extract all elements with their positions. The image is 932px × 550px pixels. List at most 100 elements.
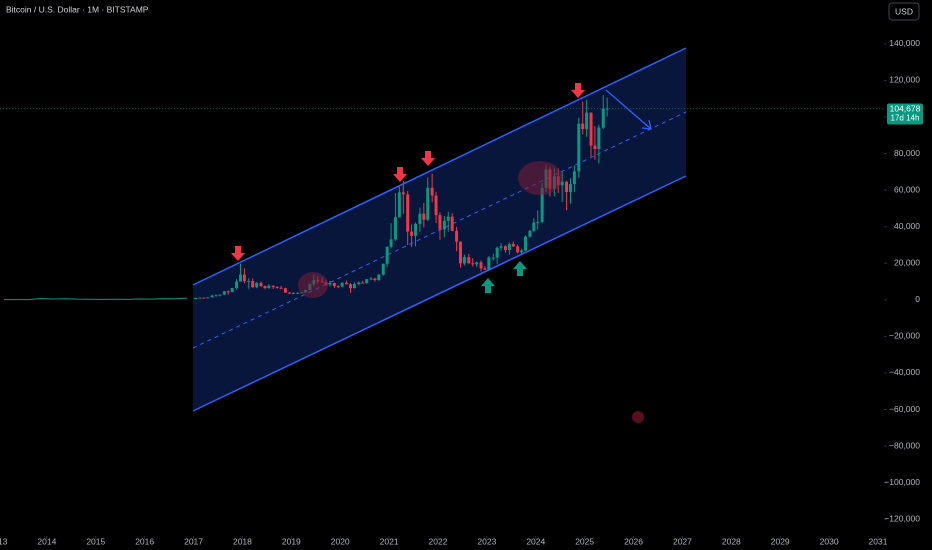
chart-title: Bitcoin / U.S. Dollar · 1M · BITSTAMP [6,4,149,14]
candle-body [287,292,291,294]
candle-body [340,282,344,287]
candle-body [410,231,414,236]
x-tick-label: 2025 [575,536,594,546]
candle-body [536,221,540,223]
candle-body [202,297,206,299]
currency-label[interactable]: USD [895,6,913,16]
candle-body [568,184,572,192]
candle-body [198,297,202,299]
x-tick-label: 2030 [820,536,839,546]
candle-body [291,293,295,295]
candle-body [389,239,393,247]
candle-body [365,279,369,284]
candle-body [442,220,446,230]
candle-body [418,213,422,224]
y-tick-label: −60,000 [889,404,920,414]
candle-body [401,192,405,195]
y-tick-label: −20,000 [889,331,920,341]
x-tick-label: 2014 [37,536,56,546]
x-tick-label: 2013 [0,536,8,546]
candle-body [565,181,569,192]
currency-button[interactable] [888,2,920,21]
candle-body [458,241,462,264]
candle-body [222,291,226,295]
candle-body [503,246,507,251]
candle-body [540,187,544,222]
candle-body [581,123,585,130]
candle-body [275,287,279,289]
candle-body [528,230,532,237]
candle-body [230,288,234,292]
candle-body [487,257,491,270]
candle-body [577,123,581,172]
candle-body [455,230,459,242]
candle-body [560,181,564,186]
x-tick-label: 2020 [331,536,350,546]
candle-body [475,262,479,265]
candle-body [283,288,287,293]
candle-body [263,286,267,289]
candle-body [251,280,255,288]
up-arrow [481,278,495,293]
x-tick-label: 2029 [771,536,790,546]
marker-dot [632,411,644,423]
candle-body [499,246,503,248]
x-tick-label: 2019 [282,536,301,546]
candle-body [467,257,471,264]
candle-body [532,222,536,231]
candle-body [332,283,336,287]
candle-body [377,274,381,281]
y-tick-label: 120,000 [889,75,920,85]
candle-body [393,217,397,240]
candle-body [369,278,373,280]
y-tick-label: −40,000 [889,367,920,377]
channel-lower [192,175,687,412]
candle-body [450,216,454,231]
candle-body [381,263,385,275]
candle-body [597,127,601,149]
candle-body [357,282,361,285]
candle-body [491,257,495,259]
x-tick-label: 2018 [233,536,252,546]
candle-body [414,223,418,236]
candle-body [397,192,401,218]
up-arrow [513,261,527,276]
candle-body [471,263,475,265]
candle-body [210,295,214,298]
candle-body [483,268,487,270]
candle-body [267,285,271,289]
y-tick-label: 80,000 [894,148,920,158]
candle-body [589,112,593,146]
candle-body [296,292,300,294]
candle-body [462,257,466,264]
x-tick-label: 2026 [624,536,643,546]
y-tick-label: −80,000 [889,440,920,450]
y-tick-label: 60,000 [894,184,920,194]
down-arrow [421,151,435,166]
candle-body [345,282,349,285]
sell-arrows [231,83,585,261]
candle-body [348,284,352,289]
y-tick-label: −120,000 [884,513,920,523]
price-countdown: 17d 14h [891,114,920,123]
y-tick-label: 20,000 [894,258,920,268]
candle-body [361,282,365,284]
arrow-shaft [605,89,652,130]
candle-body [336,286,340,288]
arrow-head [641,119,652,130]
candle-body [524,236,528,251]
x-tick-label: 2016 [135,536,154,546]
candle-body [235,281,239,289]
candle-body [194,298,198,300]
candle-body [247,280,251,282]
down-arrow [231,246,245,261]
candle-body [511,244,515,247]
candle-body [434,195,438,216]
candle-body [422,213,426,220]
price-label: 104,678 [890,104,921,114]
candle-body [218,294,222,296]
highlight-circle [518,161,562,195]
candle-body [226,291,230,293]
x-tick-label: 2028 [722,536,741,546]
